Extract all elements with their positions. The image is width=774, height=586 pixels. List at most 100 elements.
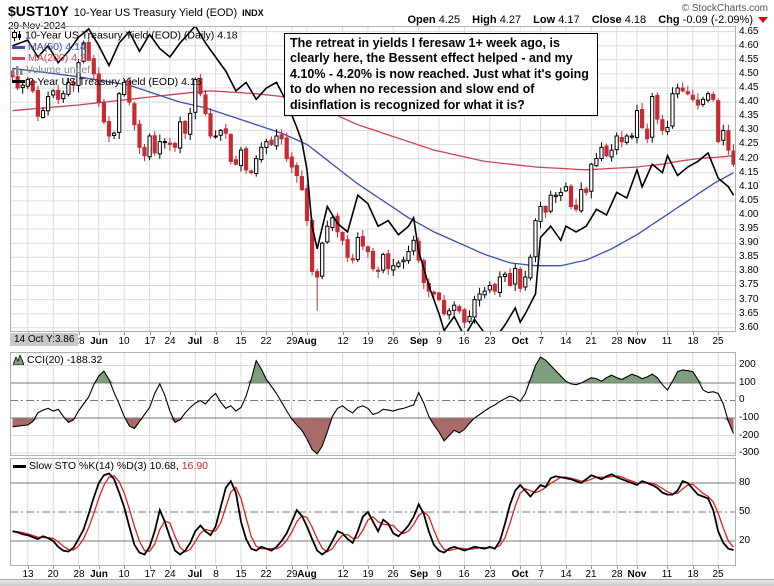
x-axis-tick-mark	[667, 566, 668, 569]
chg-down-icon	[758, 17, 768, 24]
main-price-chart[interactable]	[10, 26, 736, 332]
x-axis-tick-label: 9	[436, 336, 442, 347]
y-axis-tick-label: 3.90	[739, 237, 759, 248]
y-axis-tick-label: 4.00	[739, 209, 759, 220]
x-axis-tick-label: 22	[260, 569, 272, 580]
high-label: High	[472, 14, 497, 26]
x-axis-tick-mark	[368, 332, 369, 335]
y-axis-tick-label: 3.65	[739, 308, 759, 319]
x-axis-tick-label: 12	[337, 569, 349, 580]
high-value: 4.27	[499, 14, 522, 26]
low-value: 4.17	[558, 14, 580, 26]
sto-legend: Slow STO %K(14) %D(3) 10.68, 16.90	[13, 460, 208, 473]
x-axis-tick-label: Oct	[511, 569, 529, 580]
x-axis-tick-mark	[241, 332, 242, 335]
x-axis-tick-mark	[150, 332, 151, 335]
x-axis-tick-mark	[693, 566, 694, 569]
crosshair-readout-label: 14 Oct Y:3.86	[10, 333, 79, 346]
legend-ma200-label: MA(200)	[28, 52, 69, 65]
y-axis-tick-label: 20	[739, 535, 751, 546]
x-axis-tick-mark	[292, 566, 293, 569]
y-axis-tick-label: 200	[739, 359, 756, 370]
chg-label: Chg	[658, 14, 680, 26]
x-axis-tick-label: 28	[611, 569, 623, 580]
legend-volume-value: undef	[63, 64, 91, 77]
x-axis-tick-mark	[99, 566, 100, 569]
y-axis-tick-label: 4.05	[739, 195, 759, 206]
x-axis-tick-mark	[464, 332, 465, 335]
x-axis-tick-mark	[216, 566, 217, 569]
x-axis-tick-mark	[566, 566, 567, 569]
legend-ma50-value: 4.14	[65, 40, 86, 53]
close-label: Close	[591, 14, 622, 26]
x-axis-tick-label: Jun	[90, 569, 108, 580]
x-axis-tick-mark	[541, 332, 542, 335]
x-axis-tick-label: 13	[22, 569, 34, 580]
ma50-line-swatch-icon	[12, 45, 25, 49]
x-axis-tick-label: 22	[260, 336, 272, 347]
legend-price-series: 10-Year US Treasury Yield (EOD) (Daily) …	[12, 29, 238, 42]
exchange-label: INDX	[242, 8, 264, 18]
y-axis-tick-label: 4.10	[739, 181, 759, 192]
x-axis-tick-label: 7	[538, 569, 544, 580]
y-axis-tick-label: 50	[739, 506, 751, 517]
x-axis-tick-label: 19	[362, 336, 374, 347]
horizontal-scrollbar[interactable]	[0, 579, 774, 586]
x-axis-tick-label: 23	[484, 336, 496, 347]
x-axis-tick-mark	[124, 566, 125, 569]
x-axis-tick-mark	[591, 332, 592, 335]
legend-2y: 2-Year US Treasury Yield (EOD) 4.16	[12, 75, 238, 89]
x-axis-tick-mark	[195, 332, 196, 335]
cci-indicator-chart[interactable]	[10, 352, 736, 456]
y-axis-tick-label: -100	[739, 412, 760, 423]
x-axis-tick-mark	[216, 332, 217, 335]
cci-value: -188.32	[66, 354, 103, 366]
x-axis-tick-label: 17	[144, 336, 156, 347]
y-axis-tick-label: 4.55	[739, 54, 759, 65]
annotation-box: The retreat in yields I feresaw 1+ week …	[284, 33, 598, 117]
open-value: 4.25	[438, 14, 461, 26]
open-label: Open	[407, 14, 436, 26]
y-axis-tick-label: 4.50	[739, 68, 759, 79]
x-axis-tick-mark	[464, 566, 465, 569]
x-axis-tick-mark	[490, 332, 491, 335]
legend-2y-value: 4.16	[181, 75, 202, 88]
x-axis-tick-label: Aug	[297, 569, 317, 580]
x-axis-tick-mark	[79, 566, 80, 569]
x-axis-tick-label: 25	[712, 336, 724, 347]
x-axis-tick-mark	[490, 566, 491, 569]
x-axis-tick-label: 29	[286, 569, 298, 580]
chart-title: 10-Year US Treasury Yield (EOD)	[73, 7, 238, 19]
x-axis-tick-label: 10	[118, 336, 130, 347]
x-axis-tick-label: 21	[585, 569, 597, 580]
x-axis-tick-mark	[195, 566, 196, 569]
legend-ma50: MA(50) 4.14	[12, 40, 238, 54]
x-axis-tick-mark	[693, 332, 694, 335]
x-axis-tick-mark	[79, 332, 80, 335]
x-axis-tick-label: 28	[611, 336, 623, 347]
legend-ma200: MA(200) 4.21	[12, 53, 238, 65]
main-legend: 10-Year US Treasury Yield (EOD) (Daily) …	[12, 29, 238, 89]
y-axis-tick-label: 4.15	[739, 167, 759, 178]
y-axis-tick-label: 3.80	[739, 265, 759, 276]
x-axis-tick-mark	[393, 566, 394, 569]
x-axis-tick-label: 18	[687, 569, 699, 580]
x-axis-tick-label: 17	[144, 569, 156, 580]
legend-ma50-label: MA(50)	[28, 40, 63, 53]
x-axis-tick-label: 11	[661, 569, 673, 580]
x-axis-tick-label: 10	[118, 569, 130, 580]
x-axis-tick-label: Jul	[187, 569, 203, 580]
y-axis-tick-label: 4.65	[739, 26, 759, 37]
x-axis-tick-mark	[241, 566, 242, 569]
sto-indicator-chart[interactable]	[10, 458, 736, 566]
x-axis-tick-label: 20	[47, 569, 59, 580]
legend-price-label: 10-Year US Treasury Yield (EOD) (Daily)	[25, 29, 215, 42]
x-axis-tick-label: 24	[164, 569, 176, 580]
candlestick-icon	[12, 30, 22, 41]
y-axis-tick-label: 3.60	[739, 322, 759, 333]
x-axis-tick-mark	[393, 332, 394, 335]
x-axis-tick-mark	[99, 332, 100, 335]
symbol: $UST10Y	[8, 3, 69, 19]
x-axis-tick-mark	[637, 566, 638, 569]
x-axis-tick-mark	[419, 332, 420, 335]
